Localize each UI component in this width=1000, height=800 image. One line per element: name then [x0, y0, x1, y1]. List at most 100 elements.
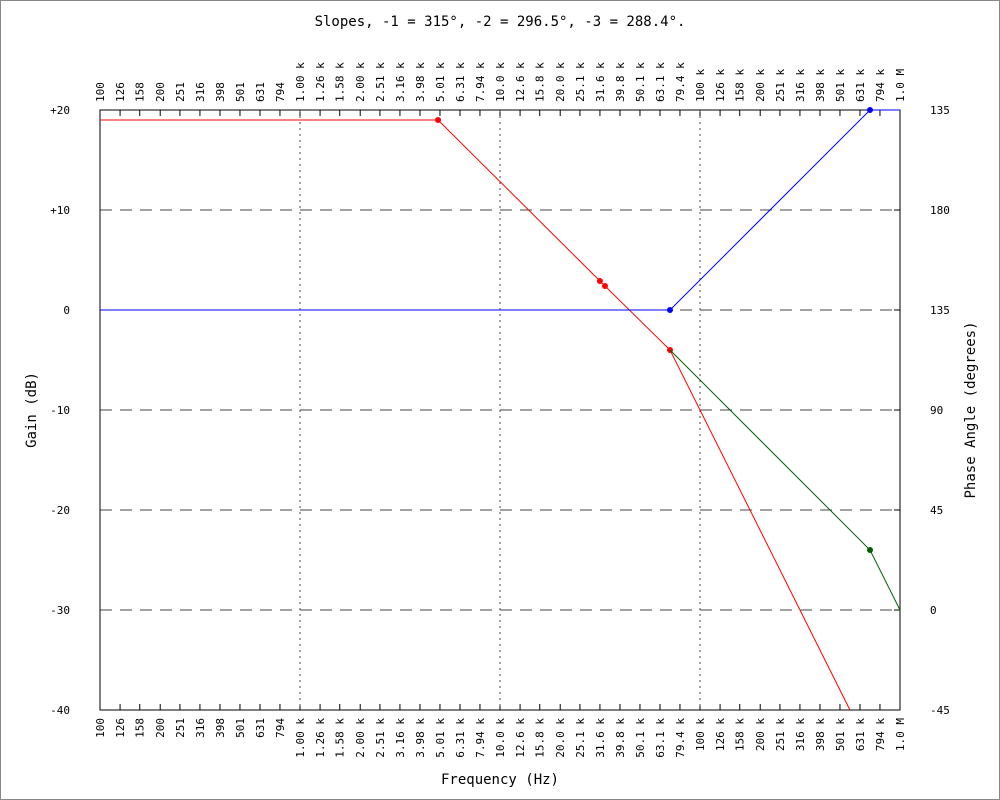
- x-tick-label: 6.31 k: [454, 718, 467, 758]
- x-tick-label-top: 10.0 k: [494, 62, 507, 102]
- x-tick-label-top: 316 k: [794, 69, 807, 102]
- x-tick-label-top: 3.16 k: [394, 62, 407, 102]
- x-tick-label: 794: [274, 718, 287, 738]
- x-tick-label: 158 k: [734, 718, 747, 751]
- x-tick-label: 31.6 k: [594, 718, 607, 758]
- x-tick-label-top: 1.26 k: [314, 62, 327, 102]
- x-tick-label-top: 50.1 k: [634, 62, 647, 102]
- x-tick-label: 100: [94, 718, 107, 738]
- x-tick-label: 63.1 k: [654, 718, 667, 758]
- x-tick-label: 1.26 k: [314, 718, 327, 758]
- x-tick-label-top: 794: [274, 82, 287, 102]
- y-tick-label: +10: [50, 204, 70, 217]
- x-tick-label: 794 k: [874, 718, 887, 751]
- x-tick-label-top: 158: [134, 82, 147, 102]
- x-axis-label: Frequency (Hz): [441, 772, 559, 788]
- x-tick-label-top: 31.6 k: [594, 62, 607, 102]
- y2-tick-label: 45: [930, 504, 943, 517]
- y2-tick-label: 90: [930, 404, 943, 417]
- x-tick-label-top: 501: [234, 82, 247, 102]
- x-tick-label: 1.00 k: [294, 718, 307, 758]
- series-marker: [667, 307, 674, 313]
- x-tick-label-top: 126: [114, 82, 127, 102]
- x-tick-label-top: 398: [214, 82, 227, 102]
- x-tick-label: 7.94 k: [474, 718, 487, 758]
- x-tick-label: 631: [254, 718, 267, 738]
- x-tick-label-top: 126 k: [714, 69, 727, 102]
- x-tick-label-top: 501 k: [834, 69, 847, 102]
- x-tick-label-top: 251: [174, 82, 187, 102]
- x-tick-label-top: 794 k: [874, 69, 887, 102]
- y2-tick-label: 180: [930, 204, 950, 217]
- x-tick-label: 5.01 k: [434, 718, 447, 758]
- y2-tick-label: 135: [930, 304, 950, 317]
- x-tick-label-top: 158 k: [734, 69, 747, 102]
- series-marker: [435, 117, 442, 123]
- x-tick-label-top: 7.94 k: [474, 62, 487, 102]
- x-tick-label-top: 200 k: [754, 69, 767, 102]
- y2-tick-label: 135: [930, 104, 950, 117]
- x-tick-label: 158: [134, 718, 147, 738]
- x-tick-label-top: 1.00 k: [294, 62, 307, 102]
- x-tick-label-top: 5.01 k: [434, 62, 447, 102]
- x-tick-label-top: 79.4 k: [674, 62, 687, 102]
- x-tick-label: 100 k: [694, 718, 707, 751]
- x-tick-label-top: 631 k: [854, 69, 867, 102]
- x-tick-label-top: 3.98 k: [414, 62, 427, 102]
- y-tick-label: -30: [50, 604, 70, 617]
- x-tick-label-top: 1.0 M: [894, 69, 907, 102]
- y2-axis-label: Phase Angle (degrees): [963, 321, 979, 498]
- y-tick-label: -20: [50, 504, 70, 517]
- x-tick-label-top: 6.31 k: [454, 62, 467, 102]
- x-tick-label-top: 631: [254, 82, 267, 102]
- series-marker: [867, 547, 874, 553]
- x-tick-label-top: 63.1 k: [654, 62, 667, 102]
- series-marker: [867, 107, 874, 113]
- x-tick-label-top: 398 k: [814, 69, 827, 102]
- x-tick-label-top: 251 k: [774, 69, 787, 102]
- x-tick-label: 126 k: [714, 718, 727, 751]
- x-tick-label: 251: [174, 718, 187, 738]
- x-tick-label: 1.0 M: [894, 718, 907, 751]
- y2-tick-label: -45: [930, 704, 950, 717]
- y-axis-label: Gain (dB): [24, 372, 40, 448]
- x-tick-label-top: 39.8 k: [614, 62, 627, 102]
- x-tick-label-top: 100: [94, 82, 107, 102]
- x-tick-label: 126: [114, 718, 127, 738]
- y-tick-label: 0: [63, 304, 70, 317]
- y-tick-label: +20: [50, 104, 70, 117]
- y-tick-label: -40: [50, 704, 70, 717]
- y2-tick-label: 0: [930, 604, 937, 617]
- x-tick-label-top: 25.1 k: [574, 62, 587, 102]
- x-tick-label: 39.8 k: [614, 718, 627, 758]
- x-tick-label: 398 k: [814, 718, 827, 751]
- x-tick-label: 1.58 k: [334, 718, 347, 758]
- series-marker: [602, 283, 609, 289]
- x-tick-label-top: 100 k: [694, 69, 707, 102]
- x-tick-label-top: 15.8 k: [534, 62, 547, 102]
- x-tick-label: 316 k: [794, 718, 807, 751]
- plot-border: [99, 109, 901, 711]
- x-tick-label: 3.16 k: [394, 718, 407, 758]
- x-tick-label: 79.4 k: [674, 718, 687, 758]
- x-tick-label-top: 2.00 k: [354, 62, 367, 102]
- x-tick-label: 2.00 k: [354, 718, 367, 758]
- series-line: [100, 119, 851, 711]
- x-tick-label: 200 k: [754, 718, 767, 751]
- x-tick-label-top: 20.0 k: [554, 62, 567, 102]
- series-marker: [596, 278, 603, 284]
- x-tick-label: 50.1 k: [634, 718, 647, 758]
- x-tick-label: 10.0 k: [494, 718, 507, 758]
- x-tick-label: 15.8 k: [534, 718, 547, 758]
- x-tick-label: 398: [214, 718, 227, 738]
- x-tick-label: 501 k: [834, 718, 847, 751]
- x-tick-label: 200: [154, 718, 167, 738]
- x-tick-label-top: 316: [194, 82, 207, 102]
- series-line: [100, 109, 900, 311]
- x-tick-label: 20.0 k: [554, 718, 567, 758]
- y-tick-label: -10: [50, 404, 70, 417]
- x-tick-label: 251 k: [774, 718, 787, 751]
- chart-title: Slopes, -1 = 315°, -2 = 296.5°, -3 = 288…: [315, 14, 686, 30]
- x-tick-label: 2.51 k: [374, 718, 387, 758]
